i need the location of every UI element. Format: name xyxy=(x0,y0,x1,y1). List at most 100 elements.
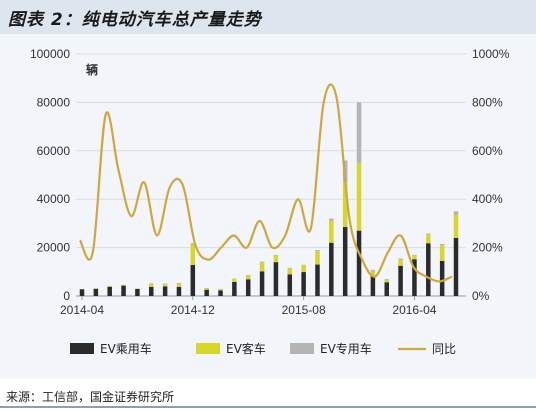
y-left-tick-label: 100000 xyxy=(30,47,70,61)
bar-ev-passenger xyxy=(273,262,279,296)
x-tick-label: 2014-12 xyxy=(171,303,215,317)
bar-ev-bus xyxy=(204,288,209,290)
bar-ev-bus xyxy=(93,288,99,289)
bar-ev-bus xyxy=(162,283,168,287)
bar-ev-passenger xyxy=(190,265,196,296)
bar-ev-passenger xyxy=(356,230,362,296)
chart: 0 20000 40000 60000 80000 100000 0% 200% 400% 60… xyxy=(30,47,510,356)
y-right-tick-label: 400% xyxy=(472,192,503,206)
y-right-tick-label: 600% xyxy=(472,144,503,158)
x-tick-label: 2014-04 xyxy=(60,303,104,317)
y-left-tick-label: 40000 xyxy=(37,192,71,206)
bar-ev-passenger xyxy=(412,259,417,296)
x-tick-label: 2015-08 xyxy=(282,303,326,317)
bar-ev-special xyxy=(398,258,403,260)
bar-ev-special xyxy=(315,250,320,252)
bar-ev-special xyxy=(412,254,417,256)
bar-ev-passenger xyxy=(135,288,140,296)
y-left-tick-label: 20000 xyxy=(37,241,71,255)
y-right-tick-label: 0% xyxy=(472,289,490,303)
title-band xyxy=(0,0,536,34)
bar-ev-bus xyxy=(273,255,279,263)
legend-ev-passenger-swatch xyxy=(70,343,94,354)
legend-ev-passenger-label: EV乘用车 xyxy=(100,341,152,356)
bar-ev-passenger xyxy=(453,237,459,296)
bar-ev-bus xyxy=(232,279,237,282)
bar-ev-passenger xyxy=(329,242,334,296)
y-left-tick-label: 0 xyxy=(63,289,70,303)
bar-ev-special xyxy=(370,269,376,272)
bar-ev-bus xyxy=(342,182,348,228)
bar-ev-bus xyxy=(439,245,445,261)
bar-ev-passenger xyxy=(107,286,112,296)
bar-ev-special xyxy=(301,264,306,266)
bar-ev-special xyxy=(259,261,265,263)
bar-ev-bus xyxy=(315,251,320,265)
source-note: 来源：工信部，国金证券研究所 xyxy=(6,390,175,404)
bar-ev-passenger xyxy=(384,282,389,296)
y-right-tick-label: 200% xyxy=(472,241,503,255)
bar-ev-passenger xyxy=(259,271,265,296)
x-ticks: 2014-04 2014-12 2015-08 2016-04 xyxy=(60,296,437,317)
bar-ev-special xyxy=(149,283,154,284)
yoy-line xyxy=(79,83,453,283)
bar-ev-passenger xyxy=(370,275,376,296)
bar-ev-bus xyxy=(190,244,196,266)
bar-ev-special xyxy=(232,278,237,280)
bar-ev-passenger xyxy=(79,289,85,296)
bar-ev-passenger xyxy=(315,264,320,296)
y-left-tick-label: 60000 xyxy=(37,144,71,158)
bar-ev-bus xyxy=(398,259,403,266)
bar-ev-bus xyxy=(218,289,223,291)
y-left-ticks: 0 20000 40000 60000 80000 100000 xyxy=(30,47,70,303)
bar-ev-special xyxy=(176,282,182,284)
bar-ev-special xyxy=(453,211,459,215)
bar-ev-passenger xyxy=(121,285,126,296)
bottom-rule xyxy=(0,406,536,408)
bar-ev-passenger xyxy=(245,279,251,296)
bar-ev-passenger xyxy=(342,227,348,296)
bar-ev-special xyxy=(287,267,293,269)
y-right-tick-label: 1000% xyxy=(472,47,510,61)
bar-ev-special xyxy=(204,288,209,289)
legend: EV乘用车 EV客车 EV专用车 同比 xyxy=(70,341,456,356)
bar-ev-special xyxy=(162,283,168,285)
bar-ev-passenger xyxy=(301,272,306,296)
bar-ev-special xyxy=(273,254,279,256)
bar-ev-passenger xyxy=(204,289,209,296)
y-left-unit-label: 辆 xyxy=(86,62,98,77)
bar-ev-passenger xyxy=(426,243,431,296)
bar-ev-bus xyxy=(245,275,251,280)
gridlines xyxy=(76,53,466,297)
legend-yoy-label: 同比 xyxy=(432,342,456,356)
yoy-line-path xyxy=(79,83,453,283)
y-right-tick-label: 800% xyxy=(472,95,503,109)
bar-ev-special xyxy=(356,102,362,163)
legend-ev-bus-label: EV客车 xyxy=(226,341,266,356)
legend-ev-bus-swatch xyxy=(196,343,220,354)
bar-ev-bus xyxy=(176,283,182,287)
bar-ev-bus xyxy=(370,271,376,276)
bar-ev-bus xyxy=(259,262,265,272)
bar-ev-bus xyxy=(426,234,431,244)
bar-ev-bus xyxy=(356,162,362,231)
bar-ev-special xyxy=(245,274,251,276)
bar-ev-passenger xyxy=(439,260,445,296)
bar-ev-special xyxy=(439,243,445,246)
bar-ev-bus xyxy=(149,283,154,287)
bar-ev-passenger xyxy=(232,281,237,296)
bar-ev-special xyxy=(384,279,389,280)
bar-ev-bus xyxy=(121,284,126,286)
bar-ev-passenger xyxy=(149,286,154,296)
bar-ev-passenger xyxy=(398,265,403,296)
bar-ev-bus xyxy=(329,220,334,243)
bar-ev-bus xyxy=(287,268,293,275)
bar-ev-bus xyxy=(135,288,140,289)
bar-ev-special xyxy=(218,288,223,290)
y-right-ticks: 0% 200% 400% 600% 800% 1000% xyxy=(472,47,510,303)
bar-ev-special xyxy=(329,218,334,221)
bar-ev-passenger xyxy=(162,286,168,296)
bar-ev-passenger xyxy=(218,290,223,296)
bar-ev-bus xyxy=(453,214,459,238)
legend-ev-special-label: EV专用车 xyxy=(320,341,372,356)
